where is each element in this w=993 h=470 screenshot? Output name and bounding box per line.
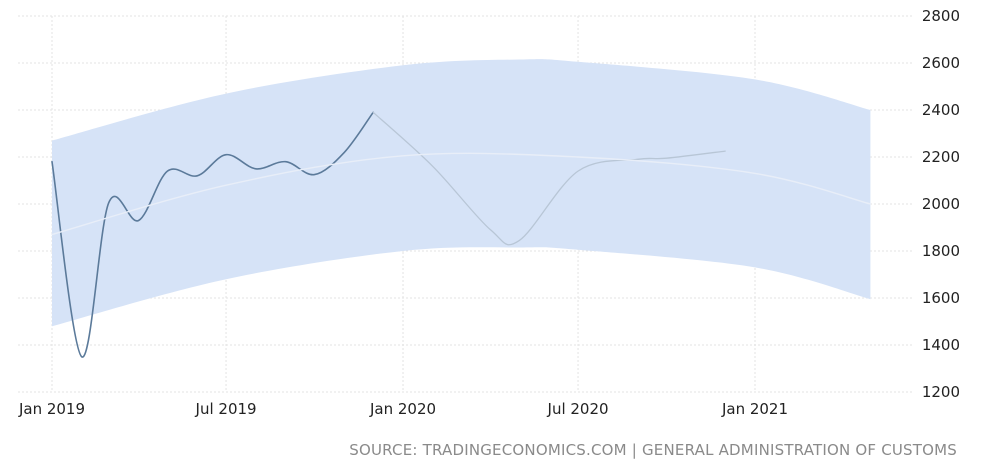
trend-series-line bbox=[51, 152, 872, 236]
y-tick-label: 1800 bbox=[922, 242, 960, 260]
y-tick-label: 1200 bbox=[922, 383, 960, 401]
y-tick-label: 2200 bbox=[922, 148, 960, 166]
y-tick-label: 1600 bbox=[922, 289, 960, 307]
forecast-series-line bbox=[372, 111, 726, 246]
x-tick-label: Jan 2019 bbox=[18, 400, 85, 418]
y-tick-label: 2000 bbox=[922, 195, 960, 213]
series-lines bbox=[51, 111, 872, 358]
actual-series-line bbox=[51, 111, 374, 358]
y-tick-label: 2600 bbox=[922, 54, 960, 72]
confidence-band bbox=[52, 59, 871, 327]
source-note: SOURCE: TRADINGECONOMICS.COM | GENERAL A… bbox=[349, 441, 957, 459]
y-tick-label: 2800 bbox=[922, 7, 960, 25]
x-tick-label: Jan 2021 bbox=[721, 400, 788, 418]
x-tick-label: Jan 2020 bbox=[369, 400, 436, 418]
y-axis-ticks: 1200 1400 1600 1800 2000 2200 2400 2600 2800 bbox=[922, 7, 960, 401]
y-tick-label: 2400 bbox=[922, 101, 960, 119]
x-tick-label: Jul 2019 bbox=[195, 400, 257, 418]
confidence-band-area bbox=[52, 59, 871, 327]
x-tick-label: Jul 2020 bbox=[547, 400, 609, 418]
x-axis-ticks: Jan 2019 Jul 2019 Jan 2020 Jul 2020 Jan 2021 bbox=[18, 400, 788, 418]
y-tick-label: 1400 bbox=[922, 336, 960, 354]
